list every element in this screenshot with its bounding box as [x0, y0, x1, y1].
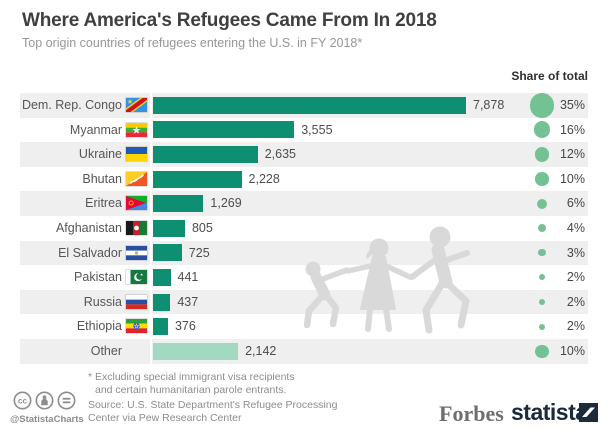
share-bubble	[539, 274, 545, 281]
value-bar	[153, 244, 182, 262]
value-bar	[153, 96, 466, 114]
share-bubble	[537, 224, 547, 233]
bar-chart: Dem. Rep. Congo 7,878 35% Myanmar 3,555 …	[20, 92, 588, 364]
country-flag-icon-mm	[126, 123, 147, 137]
country-label: Dem. Rep. Congo	[21, 98, 122, 112]
value-label: 437	[177, 294, 199, 309]
country-flag-icon-bt	[126, 172, 147, 186]
chart-row: Russia 437 2%	[20, 289, 588, 315]
country-flag-icon-ru	[126, 295, 147, 309]
chart-row: Ethiopia 376 2%	[20, 314, 588, 339]
share-percent-label: 10%	[559, 343, 585, 358]
cc-icon[interactable]: cc	[13, 391, 32, 410]
chart-row: Pakistan 441 2%	[20, 265, 588, 290]
value-bar	[153, 121, 295, 139]
share-bubble	[534, 147, 550, 162]
country-label: Other	[90, 343, 122, 358]
share-percent-label: 3%	[566, 245, 585, 260]
share-bubble	[529, 92, 555, 118]
cc-license-icons[interactable]: cc	[13, 391, 76, 410]
statista-logo-icon[interactable]	[579, 403, 598, 422]
no-derivatives-icon[interactable]	[57, 391, 76, 410]
share-percent-label: 4%	[566, 220, 585, 235]
value-label: 725	[188, 245, 210, 260]
country-label: Myanmar	[69, 122, 122, 137]
share-bubble	[533, 121, 551, 139]
share-percent-label: 35%	[559, 98, 585, 112]
country-label: El Salvador	[58, 245, 122, 260]
share-percent-label: 12%	[559, 147, 585, 162]
chart-row: Dem. Rep. Congo 7,878 35%	[20, 92, 588, 118]
share-percent-label: 6%	[566, 196, 585, 211]
source-note: Source: U.S. State Department's Refugee …	[88, 399, 337, 425]
share-bubble	[539, 323, 545, 330]
country-label: Afghanistan	[55, 220, 122, 235]
country-flag-icon-pk	[126, 270, 147, 284]
footnote-line-2: and certain humanitarian parole entrants…	[95, 384, 287, 396]
forbes-logo[interactable]: Forbes	[439, 401, 504, 426]
source-line-2: Center via Pew Research Center	[88, 412, 242, 424]
country-flag-icon-er	[126, 196, 147, 210]
country-label: Ethiopia	[76, 319, 122, 334]
country-label: Ukraine	[78, 147, 122, 162]
value-bar	[153, 195, 204, 213]
chart-row: Bhutan 2,228 10%	[20, 166, 588, 192]
country-flag-icon-af	[126, 221, 147, 235]
share-percent-label: 2%	[566, 319, 585, 334]
chart-row: Ukraine 2,635 12%	[20, 142, 588, 167]
svg-text:cc: cc	[18, 397, 27, 406]
page-title: Where America's Refugees Came From In 20…	[22, 10, 437, 31]
share-of-total-column-label: Share of total	[511, 69, 588, 83]
share-percent-label: 16%	[559, 122, 585, 137]
country-label: Pakistan	[74, 270, 122, 285]
value-bar	[153, 170, 242, 188]
value-bar	[153, 268, 171, 286]
share-bubble	[538, 249, 546, 257]
share-bubble	[536, 198, 548, 209]
chart-row: Other 2,142 10%	[20, 338, 588, 364]
chart-row: Myanmar 3,555 16%	[20, 117, 588, 143]
country-flag-icon-sv	[126, 246, 147, 260]
chart-row: Afghanistan 805 4%	[20, 215, 588, 241]
chart-row: El Salvador 725 3%	[20, 240, 588, 266]
share-percent-label: 2%	[566, 294, 585, 309]
share-percent-label: 10%	[559, 171, 585, 186]
value-bar	[153, 293, 171, 311]
chart-row: Eritrea 1,269 6%	[20, 191, 588, 216]
value-label: 7,878	[473, 98, 505, 112]
value-label: 441	[177, 270, 199, 285]
statista-wordmark[interactable]: statista	[511, 399, 588, 425]
country-flag-icon-ua	[126, 147, 147, 161]
value-label: 2,635	[264, 147, 296, 162]
value-label: 376	[174, 319, 196, 334]
value-bar	[153, 219, 185, 237]
value-bar	[153, 342, 239, 360]
share-bubble	[535, 172, 549, 186]
value-label: 2,142	[245, 343, 277, 358]
statista-charts-handle[interactable]: @StatistaCharts	[10, 414, 84, 425]
share-bubble	[539, 299, 545, 306]
footnote-line-1: * Excluding special immigrant visa recip…	[88, 371, 295, 383]
value-label: 3,555	[301, 122, 333, 137]
value-bar	[153, 145, 258, 163]
country-label: Bhutan	[82, 171, 122, 186]
country-label: Eritrea	[85, 196, 122, 211]
value-label: 805	[191, 220, 213, 235]
value-label: 1,269	[210, 196, 242, 211]
page-subtitle: Top origin countries of refugees enterin…	[22, 36, 363, 50]
value-label: 2,228	[248, 171, 280, 186]
share-percent-label: 2%	[566, 270, 585, 285]
country-label: Russia	[83, 294, 122, 309]
attribution-icon[interactable]	[35, 391, 54, 410]
share-bubble	[535, 344, 549, 358]
footnote: * Excluding special immigrant visa recip…	[88, 371, 295, 397]
country-flag-icon-cd	[126, 98, 147, 112]
source-line-1: Source: U.S. State Department's Refugee …	[88, 399, 338, 411]
country-flag-icon-et	[126, 319, 147, 333]
value-bar	[153, 318, 168, 336]
